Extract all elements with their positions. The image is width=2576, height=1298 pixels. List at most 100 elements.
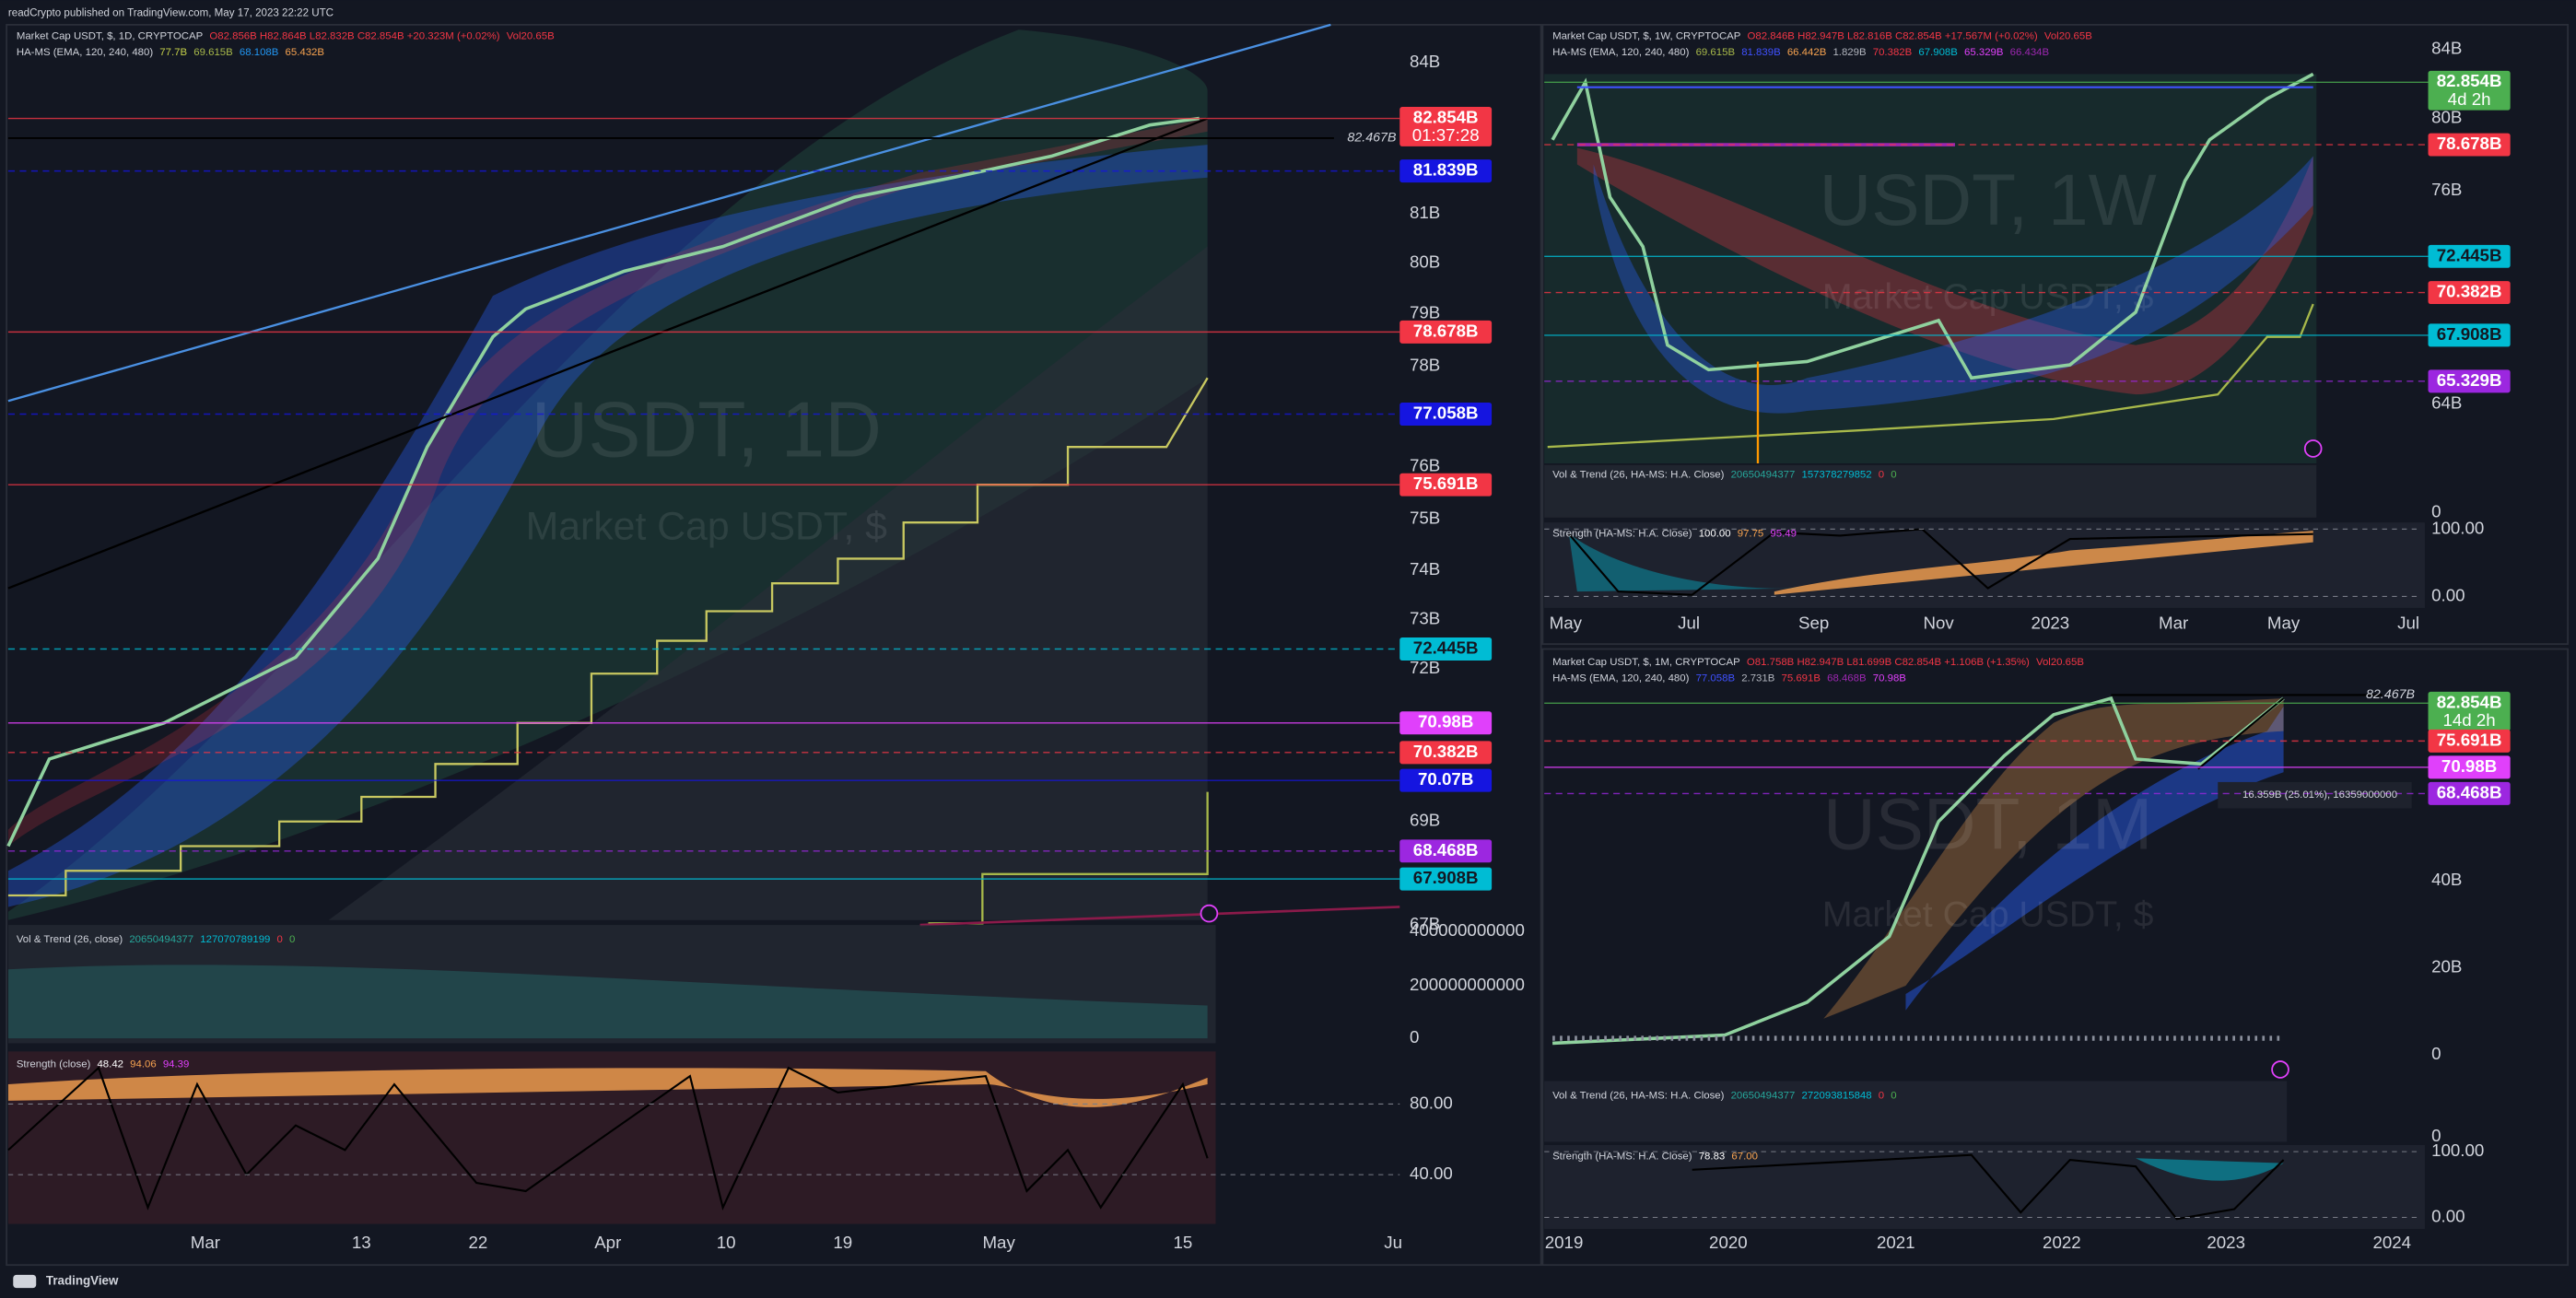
price-axis-label: 78B [1410,356,1440,375]
time-axis-label: Mar [2159,614,2188,633]
strength-line [1692,1153,2285,1221]
legend-item: 70.98B [1873,673,1906,684]
volume-pane [1544,464,2317,518]
price-tag [1399,107,1493,146]
price-tag-label: 70.382B [2437,281,2502,300]
price-tag [2428,781,2511,805]
volume-axis-label: 0 [2431,1126,2441,1145]
price-axis-label: 81B [1410,203,1440,222]
watermark-subtitle: Market Cap USDT, $ [526,505,887,549]
strength-line [7,1066,1209,1210]
legend-item: Vol & Trend (26, close) [17,934,123,945]
price-tag-label: 75.691B [2437,730,2502,749]
price-tag-label: 75.691B [1413,474,1479,493]
volume-pane [7,925,1216,1044]
price-tag [1399,711,1493,735]
time-axis-label: Nov [1923,614,1954,633]
price-tag [2428,691,2511,731]
legend-item: 68.108B [240,47,279,58]
price-axis-label: 74B [1410,559,1440,579]
price-axis-label: 67B [1410,914,1440,933]
legend-item: Market Cap USDT, $, 1M, CRYPTOCAP [1552,657,1740,668]
price-tag [2428,281,2511,305]
price-axis-label: 76B [2431,180,2462,199]
watermark-subtitle: Market Cap USDT, $ [1822,895,2154,935]
legend-item: 77.058B [1696,673,1736,684]
time-axis-label: May [2267,614,2301,633]
measure-box [2218,781,2412,809]
price-axis-label: 20B [2431,956,2462,976]
trendline [7,117,1209,590]
legend-item: O81.758B H82.947B L81.699B C82.854B +1.1… [1747,657,2030,668]
strength-axis-label: 0.00 [2431,1206,2465,1225]
legend-item: 1.829B [1832,47,1866,58]
price-tag-countdown: 4d 2h [2448,89,2491,109]
event-icon [2271,1060,2289,1079]
legend-item: 48.42 [97,1059,123,1070]
price-tag-label: 68.468B [2437,782,2502,801]
price-tag-label: 68.468B [1413,840,1479,859]
strength-pane [1544,1145,2425,1229]
price-tag [1399,403,1493,426]
legend-item: 65.329B [1964,47,2004,58]
volume-axis-label: 0 [1410,1027,1419,1047]
price-axis-label: 76B [1410,456,1440,475]
strength-axis-label: 0.00 [2431,585,2465,604]
legend-item: Vol & Trend (26, HA-MS: H.A. Close) [1552,1091,1725,1102]
cloud [328,246,1208,920]
volume-axis-label: 0 [2431,501,2441,520]
strength-area [1568,533,1808,592]
price-line [1552,696,2285,1046]
watermark-title: USDT, 1D [532,386,882,474]
price-tag [2428,133,2511,157]
legend-item: 97.75 [1738,529,1764,540]
legend-item: 0 [289,934,295,945]
watermark-title: USDT, 1W [1820,159,2157,240]
price-tag [1399,839,1493,863]
price-tag-label: 82.854B [1413,107,1479,126]
price-line [1551,72,2314,380]
line-label: 82.467B [2366,687,2416,702]
step-line [1547,303,2314,449]
strength-area [1774,531,2313,595]
price-axis-label: 84B [2431,39,2462,58]
volume-pane [1544,1081,2288,1142]
volume-axis-label: 200000000000 [1410,975,1525,994]
legend-item: 65.432B [286,47,325,58]
time-axis-label: 10 [717,1233,736,1252]
price-tag [1399,867,1493,891]
price-line [6,116,1200,848]
price-tag [2428,755,2511,779]
legend-item: O82.856B H82.864B L82.832B C82.854B +20.… [209,30,499,41]
price-axis-label: 69B [1410,811,1440,830]
band [1593,156,2313,414]
volume-area [7,965,1208,1039]
price-tag [1399,637,1493,661]
band [1905,706,2284,1011]
legend-item: 68.468B [1827,673,1867,684]
legend-item: 66.434B [2010,47,2050,58]
legend-item: Vol & Trend (26, HA-MS: H.A. Close) [1552,470,1725,481]
band [7,145,1208,907]
legend-item: 0 [1891,1091,1896,1102]
price-axis-label: 75B [1410,509,1440,528]
price-axis-label: 72B [1410,658,1440,677]
price-tag-label: 70.98B [1418,712,1473,731]
legend-item: 69.615B [1696,47,1736,58]
time-axis-label: 2024 [2372,1233,2411,1252]
legend-item: Vol20.65B [507,30,555,41]
legend-item: HA-MS (EMA, 120, 240, 480) [17,47,154,58]
cloud [7,29,1208,920]
price-tag-label: 70.07B [1418,769,1473,789]
price-tag-label: 81.839B [1413,160,1479,180]
legend-item: 81.839B [1741,47,1781,58]
header-title: readCrypto published on TradingView.com,… [8,7,334,18]
strength-area [2136,1158,2284,1181]
brand-logo [13,1274,37,1289]
price-axis-label: 80B [1410,251,1440,271]
time-axis-label: 22 [468,1233,487,1252]
line-label: 82.467B [1347,131,1397,146]
price-axis-label: 79B [1410,303,1440,322]
time-axis-label: 2023 [2032,614,2070,633]
panel-3-decor [1544,694,2425,1229]
